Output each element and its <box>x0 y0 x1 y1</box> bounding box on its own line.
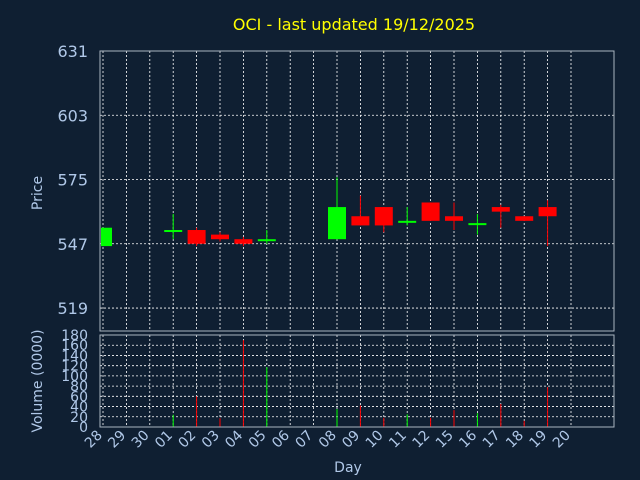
x-axis-label: Day <box>334 460 362 476</box>
x-tick-label: 15 <box>433 428 457 452</box>
x-tick-label: 19 <box>527 428 551 452</box>
candle-body <box>351 216 370 226</box>
price-tick-label: 603 <box>57 106 88 125</box>
x-tick-label: 08 <box>316 428 340 452</box>
volume-plot-frame <box>99 334 615 428</box>
candle-body <box>187 230 206 244</box>
x-tick-label: 04 <box>222 427 246 451</box>
x-tick-label: 20 <box>550 428 574 452</box>
candle-body <box>398 220 417 223</box>
price-tick-label: 547 <box>57 235 88 254</box>
volume-tick-label: 80 <box>70 379 88 395</box>
volume-axis-label: Volume (0000) <box>30 329 46 432</box>
volume-tick-label: 120 <box>61 359 88 375</box>
price-tick-label: 519 <box>57 299 88 318</box>
candle-body <box>234 239 253 244</box>
volume-tick-label: 0 <box>79 420 88 436</box>
price-gridlines <box>100 50 614 331</box>
x-tick-label: 09 <box>339 428 363 452</box>
candle-body <box>491 207 510 212</box>
candle-body <box>421 202 440 221</box>
volume-tick-label: 20 <box>70 410 88 426</box>
volume-tick-label: 40 <box>70 400 88 416</box>
chart-title: OCI - last updated 19/12/2025 <box>233 15 475 34</box>
candle-body <box>538 207 557 217</box>
volume-gridlines <box>100 334 614 428</box>
x-tick-label: 10 <box>363 428 387 452</box>
x-tick-label: 17 <box>480 428 504 452</box>
volume-series <box>172 340 549 427</box>
x-tick-label: 07 <box>293 428 317 452</box>
candle-body <box>328 207 346 240</box>
x-tick-label: 12 <box>410 428 434 452</box>
x-tick-label: 01 <box>152 428 176 452</box>
price-tick-labels: 519 547 575 603 631 <box>57 42 88 318</box>
x-tick-labels: 28 29 30 01 02 03 04 05 06 07 08 09 10 11 12 15 16 17 18 19… <box>82 427 574 451</box>
x-tick-label: 06 <box>269 427 293 451</box>
volume-tick-label: 140 <box>61 348 88 364</box>
volume-tick-label: 160 <box>61 338 88 354</box>
x-tick-label: 05 <box>246 428 270 452</box>
x-tick-label: 18 <box>503 428 527 452</box>
x-tick-label: 03 <box>199 428 223 452</box>
candle-body <box>445 216 463 221</box>
volume-tick-label: 180 <box>61 328 88 344</box>
price-plot-frame <box>99 50 615 332</box>
candle-body <box>101 227 112 247</box>
x-tick-label: 02 <box>176 428 200 452</box>
candlestick-series <box>101 177 557 247</box>
candle-body <box>164 230 183 233</box>
candle-body <box>257 239 276 242</box>
x-tick-label: 29 <box>105 428 129 452</box>
candle-body <box>374 207 393 226</box>
candle-body <box>211 234 229 240</box>
x-tick-label: 11 <box>386 428 410 452</box>
x-tick-label: 30 <box>129 428 153 452</box>
volume-tick-label: 60 <box>70 389 88 405</box>
candle-body <box>515 216 534 221</box>
candle-body <box>468 223 487 226</box>
price-axis-label: Price <box>30 176 46 210</box>
volume-tick-label: 100 <box>61 369 88 385</box>
price-tick-label: 575 <box>57 171 88 190</box>
x-tick-label: 16 <box>456 427 480 451</box>
price-tick-label: 631 <box>57 42 88 61</box>
